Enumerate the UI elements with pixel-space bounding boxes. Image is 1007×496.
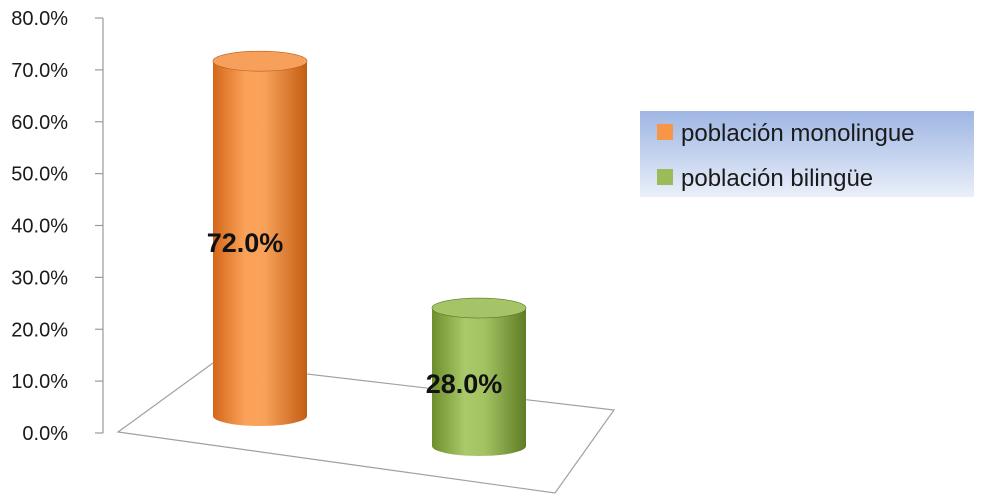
data-labels: 72.0% 28.0% (207, 228, 503, 399)
y-tick-label: 20.0% (11, 319, 68, 341)
y-tick-label: 30.0% (11, 267, 68, 289)
chart-floor (116, 362, 616, 494)
y-axis-ticks: 0.0% 10.0% 20.0% 30.0% 40.0% 50.0% 60.0% 70.0% 8… (11, 8, 103, 445)
legend-label-monolingue: población monolingue (681, 120, 915, 147)
y-tick-label: 0.0% (22, 423, 68, 445)
data-label: 28.0% (426, 369, 503, 399)
bars (212, 50, 527, 456)
legend-label-bilingue: población bilingüe (681, 165, 873, 192)
bar (431, 297, 527, 456)
legend-swatch-bilingue (657, 169, 673, 185)
bar-top (212, 50, 308, 72)
legend-swatch-monolingue (657, 124, 673, 140)
bar (212, 50, 308, 427)
bar-top (431, 297, 527, 319)
y-tick-label: 10.0% (11, 371, 68, 393)
bar-body (432, 308, 526, 456)
y-tick-label: 40.0% (11, 216, 68, 238)
y-tick-label: 60.0% (11, 112, 68, 134)
y-tick-label: 80.0% (11, 8, 68, 30)
legend: población monolingue población bilingüe (640, 111, 974, 197)
bar-body (213, 61, 307, 427)
y-tick-label: 50.0% (11, 164, 68, 186)
data-label: 72.0% (207, 228, 284, 258)
y-tick-label: 70.0% (11, 60, 68, 82)
axes (102, 18, 616, 494)
legend-background (640, 111, 974, 197)
